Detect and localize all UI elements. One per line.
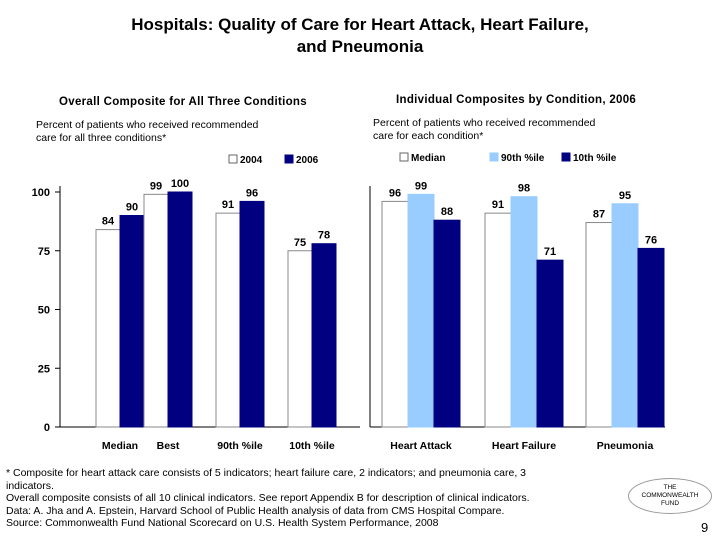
x-tick-label: 90th %ile [217,440,263,452]
bar [433,219,461,428]
bar [510,196,538,428]
title-line-2: and Pneumonia [296,37,424,56]
right-subtitle-line-1: Percent of patients who received recomme… [373,117,596,129]
left-subtitle-line-1: Percent of patients who received recomme… [36,119,259,131]
y-tick-label: 75 [38,246,50,258]
x-tick-label: Median [102,440,138,452]
data-label: 71 [544,246,556,258]
left-chart-subtitle: Percent of patients who received recomme… [36,119,258,145]
legend-swatch [489,152,499,162]
bar [311,243,337,428]
left-chart-heading: Overall Composite for All Three Conditio… [59,96,307,108]
legend-label: 90th %ile [501,153,545,164]
logo-line-3: FUND [660,500,680,507]
data-label: 95 [619,190,631,202]
bar [239,200,265,428]
bar [119,215,145,428]
bar [143,193,169,428]
data-label: 100 [171,178,189,190]
bar [215,212,241,428]
x-tick-label: Pneumonia [597,440,654,452]
data-label: 78 [318,230,330,242]
commonwealth-fund-logo: THE COMMONWEALTH FUND [628,478,712,514]
legend-label: Median [411,153,445,164]
data-label: 90 [126,202,138,214]
data-label: 96 [389,187,401,199]
legend-label: 2006 [296,155,319,166]
bar [536,259,564,428]
bar [287,250,313,428]
legend-swatch [228,154,238,164]
y-tick-label: 25 [38,363,50,375]
legend-label: 2004 [240,155,263,166]
data-label: 87 [593,209,605,221]
data-label: 88 [441,206,453,218]
x-tick-label: Heart Failure [492,440,556,452]
page-title: Hospitals: Quality of Care for Heart Att… [60,14,660,58]
data-label: 84 [102,216,115,228]
left-subtitle-line-2: care for all three conditions* [36,132,167,144]
bar [484,212,512,428]
data-label: 91 [492,199,504,211]
x-tick-label: 10th %ile [289,440,335,452]
footnote-line: Overall composite consists of all 10 cli… [6,492,530,505]
legend-swatch [399,152,409,162]
logo-line-2: COMMONWEALTH [641,492,699,499]
bar [167,191,193,428]
data-label: 99 [415,180,427,192]
bar [407,193,435,428]
bar [637,247,665,428]
title-line-1: Hospitals: Quality of Care for Heart Att… [131,15,589,34]
data-label: 96 [246,187,258,199]
data-label: 91 [222,199,234,211]
right-chart-subtitle: Percent of patients who received recomme… [373,117,595,143]
footnote: * Composite for heart attack care consis… [6,467,616,530]
x-tick-label: Best [157,440,180,452]
footnote-line: Data: A. Jha and A. Epstein, Harvard Sch… [6,504,505,517]
x-tick-label: Heart Attack [390,440,452,452]
bar [611,203,639,428]
right-chart-heading: Individual Composites by Condition, 2006 [396,94,637,106]
footnote-line: indicators. [6,479,54,492]
bar [95,229,121,428]
data-label: 76 [645,234,657,246]
y-tick-label: 0 [44,422,50,434]
bar [585,222,613,428]
legend-swatch [284,154,294,164]
legend-label: 10th %ile [573,153,617,164]
y-tick-label: 100 [32,187,50,199]
data-label: 75 [294,237,306,249]
y-tick-label: 50 [38,305,50,317]
data-label: 99 [150,180,162,192]
legend-swatch [561,152,571,162]
data-label: 98 [518,183,530,195]
footnote-line: * Composite for heart attack care consis… [6,467,527,479]
right-subtitle-line-2: care for each condition* [373,130,484,142]
bar [381,200,409,428]
page-number: 9 [701,520,709,535]
footnote-line: Source: Commonwealth Fund National Score… [6,517,439,530]
logo-line-1: THE [663,484,677,491]
